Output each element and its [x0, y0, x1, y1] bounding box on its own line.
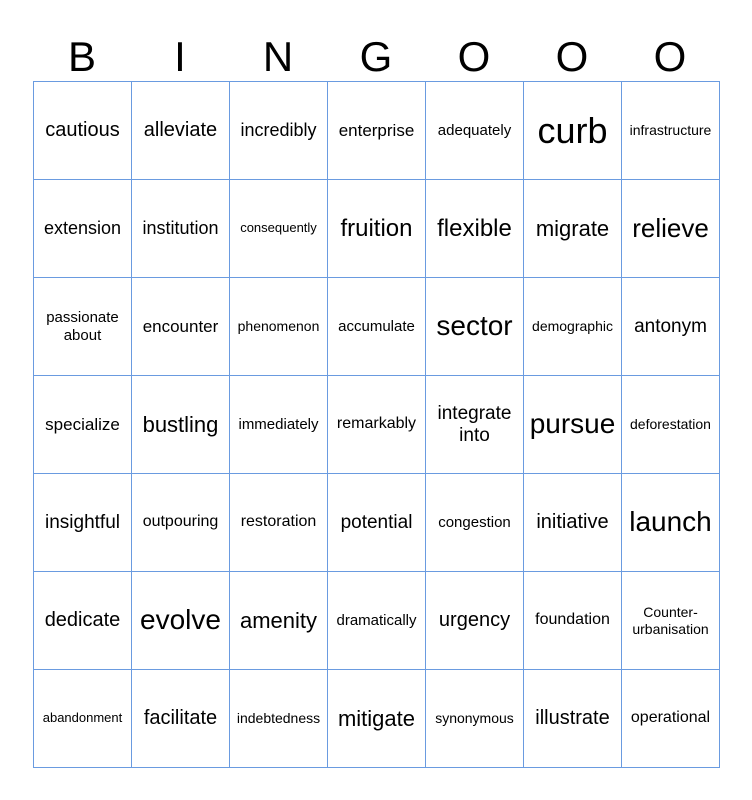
bingo-cell[interactable]: urgency — [426, 572, 524, 670]
bingo-cell[interactable]: facilitate — [132, 670, 230, 768]
bingo-cell[interactable]: consequently — [230, 180, 328, 278]
bingo-cell[interactable]: passionate about — [34, 278, 132, 376]
bingo-cell[interactable]: fruition — [328, 180, 426, 278]
bingo-cell[interactable]: indebtedness — [230, 670, 328, 768]
bingo-cell[interactable]: abandonment — [34, 670, 132, 768]
bingo-cell[interactable]: phenomenon — [230, 278, 328, 376]
bingo-cell[interactable]: evolve — [132, 572, 230, 670]
bingo-cell[interactable]: congestion — [426, 474, 524, 572]
header-letter: B — [67, 33, 96, 80]
bingo-cell[interactable]: dedicate — [34, 572, 132, 670]
bingo-cell[interactable]: specialize — [34, 376, 132, 474]
header-letter: O — [653, 33, 687, 80]
bingo-cell[interactable]: integrate into — [426, 376, 524, 474]
bingo-grid: cautious alleviate incredibly enterprise ade… — [33, 81, 720, 768]
bingo-cell[interactable]: cautious — [34, 82, 132, 180]
bingo-cell[interactable]: insightful — [34, 474, 132, 572]
bingo-cell[interactable]: deforestation — [622, 376, 720, 474]
bingo-cell[interactable]: institution — [132, 180, 230, 278]
header-letter: O — [555, 33, 589, 80]
bingo-cell[interactable]: enterprise — [328, 82, 426, 180]
bingo-cell[interactable]: immediately — [230, 376, 328, 474]
bingo-cell[interactable]: relieve — [622, 180, 720, 278]
bingo-cell[interactable]: curb — [524, 82, 622, 180]
header-letter: I — [174, 33, 186, 80]
header-letter: G — [359, 33, 393, 80]
bingo-cell[interactable]: mitigate — [328, 670, 426, 768]
bingo-cell[interactable]: amenity — [230, 572, 328, 670]
bingo-cell[interactable]: potential — [328, 474, 426, 572]
bingo-cell[interactable]: synonymous — [426, 670, 524, 768]
bingo-cell[interactable]: encounter — [132, 278, 230, 376]
bingo-cell[interactable]: antonym — [622, 278, 720, 376]
bingo-cell[interactable]: operational — [622, 670, 720, 768]
bingo-cell[interactable]: incredibly — [230, 82, 328, 180]
bingo-cell[interactable]: accumulate — [328, 278, 426, 376]
bingo-cell[interactable]: extension — [34, 180, 132, 278]
bingo-cell[interactable]: infrastructure — [622, 82, 720, 180]
bingo-cell[interactable]: adequately — [426, 82, 524, 180]
bingo-cell[interactable]: illustrate — [524, 670, 622, 768]
bingo-cell[interactable]: foundation — [524, 572, 622, 670]
bingo-cell[interactable]: Counter-urbanisation — [622, 572, 720, 670]
bingo-cell[interactable]: bustling — [132, 376, 230, 474]
bingo-cell[interactable]: flexible — [426, 180, 524, 278]
bingo-cell[interactable]: demographic — [524, 278, 622, 376]
bingo-cell[interactable]: launch — [622, 474, 720, 572]
bingo-cell[interactable]: dramatically — [328, 572, 426, 670]
bingo-cell[interactable]: sector — [426, 278, 524, 376]
bingo-cell[interactable]: restoration — [230, 474, 328, 572]
bingo-cell[interactable]: pursue — [524, 376, 622, 474]
bingo-cell[interactable]: outpouring — [132, 474, 230, 572]
header-letter: O — [457, 33, 491, 80]
header-letter: N — [262, 33, 294, 80]
bingo-cell[interactable]: initiative — [524, 474, 622, 572]
bingo-cell[interactable]: remarkably — [328, 376, 426, 474]
bingo-cell[interactable]: migrate — [524, 180, 622, 278]
bingo-cell[interactable]: alleviate — [132, 82, 230, 180]
